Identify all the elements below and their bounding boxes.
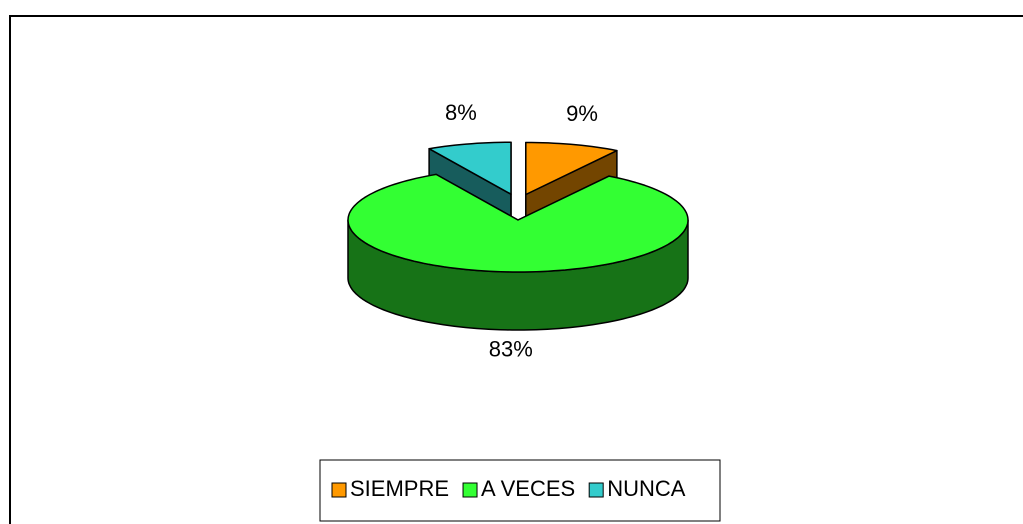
legend-label: NUNCA [607,476,686,501]
legend-label: SIEMPRE [350,476,449,501]
pie-slice [347,173,689,331]
legend-label: A VECES [481,476,575,501]
legend: SIEMPRE A VECES NUNCA [331,476,686,501]
legend-box [319,459,721,522]
legend-swatch [588,482,604,498]
pie: 9% 83% 8% [347,100,689,362]
slice-top [347,173,689,273]
legend-swatch [462,482,478,498]
data-label: 8% [445,100,477,125]
data-label: 83% [489,337,533,362]
data-label: 9% [566,101,598,126]
legend-swatch [331,482,347,498]
slice-top [428,141,512,195]
slice-top [525,141,618,196]
